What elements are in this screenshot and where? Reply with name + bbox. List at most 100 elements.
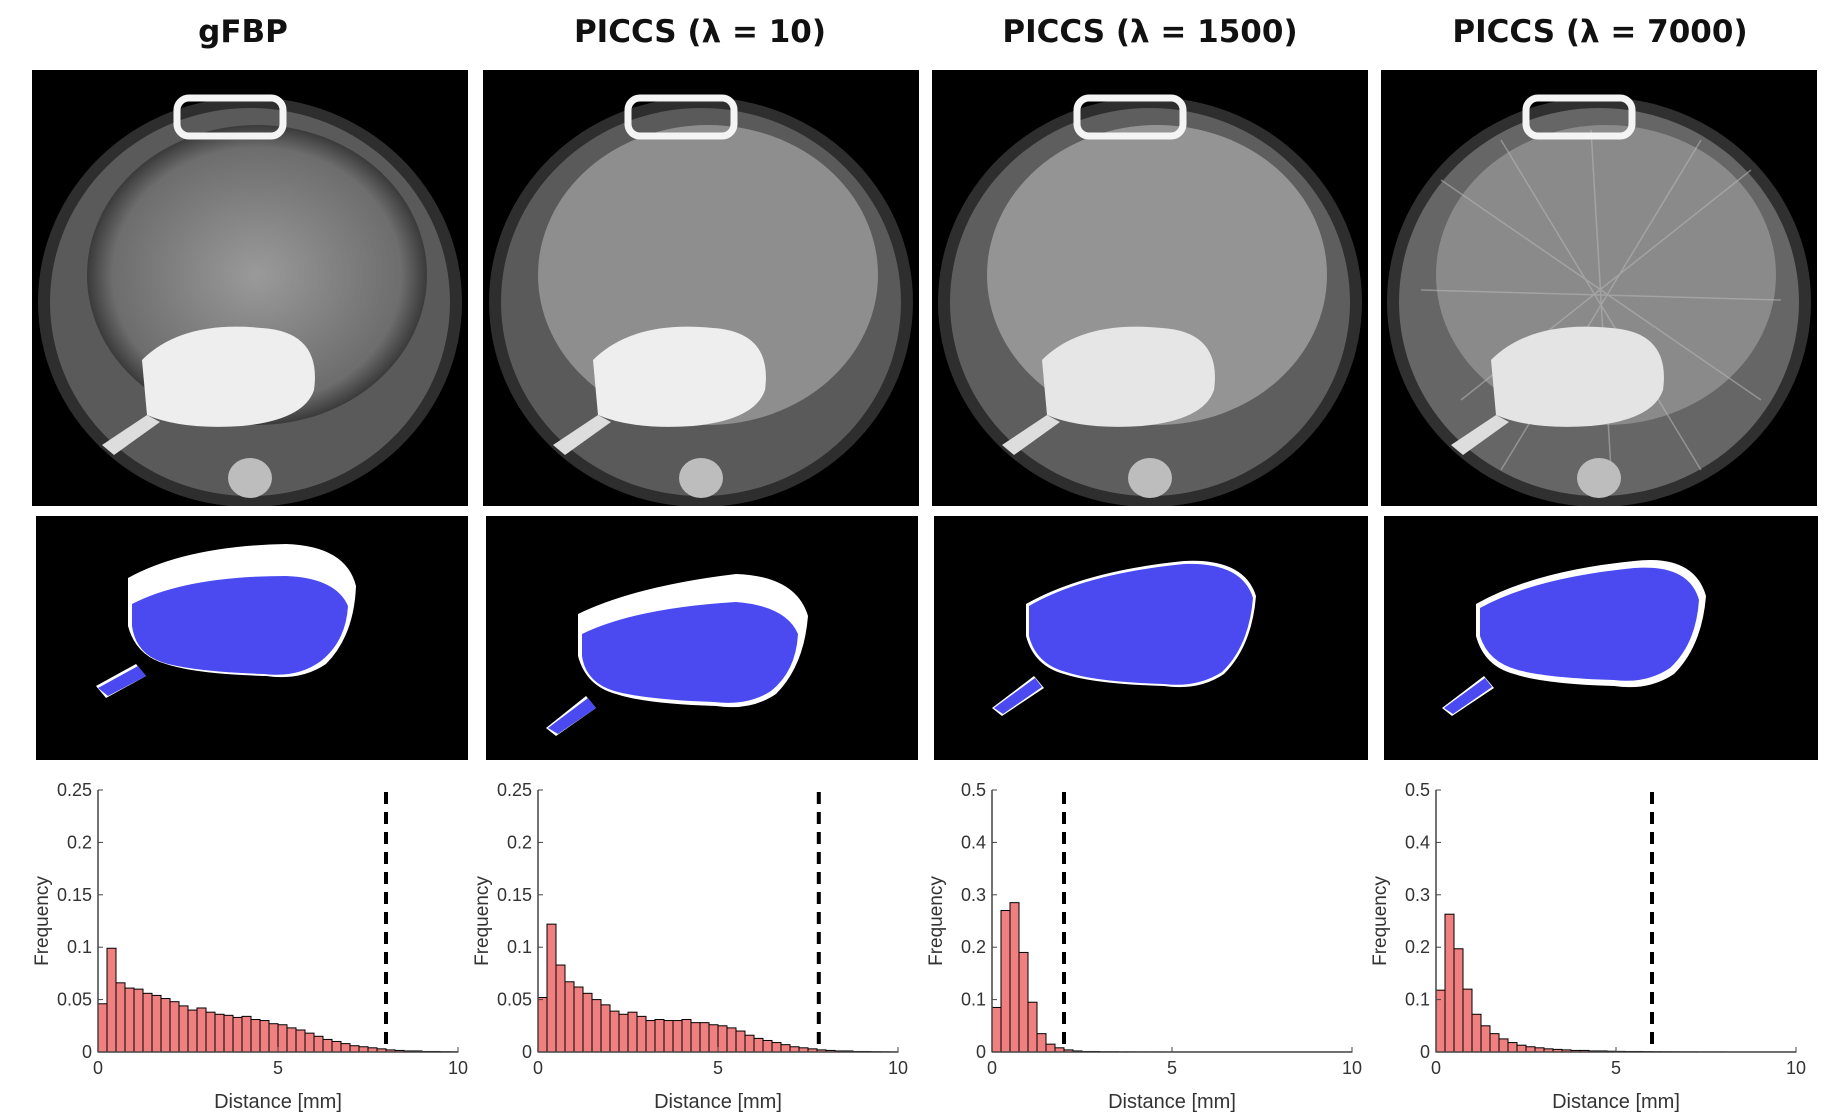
histogram-bar bbox=[664, 1021, 673, 1052]
y-tick-label: 0.4 bbox=[1405, 832, 1430, 852]
histogram-bar bbox=[592, 1000, 601, 1052]
histogram-bar bbox=[992, 1007, 1001, 1052]
histogram-bar bbox=[556, 965, 565, 1052]
histogram-bar bbox=[583, 993, 592, 1052]
histogram-bar bbox=[1472, 1014, 1481, 1052]
y-tick-label: 0.2 bbox=[67, 832, 92, 852]
x-tick-label: 5 bbox=[1167, 1058, 1177, 1078]
histogram-bar bbox=[350, 1046, 359, 1052]
histogram-bar bbox=[1454, 949, 1463, 1052]
histogram-bar bbox=[287, 1028, 296, 1052]
y-tick-label: 0.2 bbox=[961, 937, 986, 957]
histogram-bar bbox=[673, 1021, 682, 1052]
y-tick-label: 0.15 bbox=[497, 885, 532, 905]
x-tick-label: 5 bbox=[273, 1058, 283, 1078]
histogram-bar bbox=[1499, 1039, 1508, 1052]
histogram-bar bbox=[736, 1031, 745, 1052]
histogram-bar bbox=[718, 1026, 727, 1052]
histogram-bar bbox=[233, 1017, 242, 1052]
histogram-bar bbox=[772, 1043, 781, 1052]
histogram-bar bbox=[341, 1044, 350, 1052]
y-tick-label: 0.15 bbox=[57, 885, 92, 905]
y-tick-label: 0.3 bbox=[1405, 885, 1430, 905]
histogram-bar bbox=[1046, 1044, 1055, 1052]
histogram-bar bbox=[206, 1012, 215, 1052]
histogram-bar bbox=[628, 1012, 637, 1052]
histogram-bar bbox=[305, 1033, 314, 1052]
histogram-bar bbox=[538, 998, 547, 1052]
y-tick-label: 0.1 bbox=[507, 937, 532, 957]
histogram-bar bbox=[323, 1039, 332, 1052]
x-axis-label: Distance [mm] bbox=[214, 1091, 342, 1113]
y-axis-label: Frequency bbox=[472, 876, 493, 966]
histogram-bar bbox=[655, 1020, 664, 1052]
y-tick-label: 0 bbox=[82, 1042, 92, 1062]
histogram-bar bbox=[565, 982, 574, 1052]
segmentation-piccs-7000 bbox=[1384, 516, 1818, 760]
panel-title-piccs-1500: PICCS (λ = 1500) bbox=[932, 14, 1368, 58]
histogram-bar bbox=[251, 1020, 260, 1052]
histogram-bar bbox=[242, 1016, 251, 1052]
histogram-bar bbox=[637, 1016, 646, 1052]
x-tick-label: 0 bbox=[1431, 1058, 1441, 1078]
histogram-bar bbox=[296, 1030, 305, 1052]
histogram-bar bbox=[754, 1038, 763, 1052]
ct-image-gfbp bbox=[32, 70, 468, 506]
y-tick-label: 0.05 bbox=[497, 990, 532, 1010]
histogram-bar bbox=[691, 1023, 700, 1052]
histogram-bar bbox=[1028, 1002, 1037, 1052]
y-tick-label: 0.1 bbox=[1405, 990, 1430, 1010]
y-axis-label: Frequency bbox=[926, 876, 947, 966]
histogram-bar bbox=[269, 1024, 278, 1052]
histogram-bar bbox=[134, 989, 143, 1052]
segmentation-gfbp bbox=[36, 516, 468, 760]
y-tick-label: 0.4 bbox=[961, 832, 986, 852]
y-tick-label: 0.25 bbox=[57, 780, 92, 800]
histogram-bar bbox=[98, 1004, 107, 1052]
histogram-bar bbox=[260, 1021, 269, 1052]
x-tick-label: 10 bbox=[1786, 1058, 1806, 1078]
segmentation-piccs-1500-graphic bbox=[934, 516, 1368, 760]
histogram-bar bbox=[547, 924, 556, 1052]
histogram-bar bbox=[359, 1047, 368, 1052]
histogram-bar bbox=[1010, 903, 1019, 1052]
x-tick-label: 0 bbox=[533, 1058, 543, 1078]
histogram-bar bbox=[1481, 1026, 1490, 1052]
ct-image-piccs-10-graphic bbox=[483, 70, 919, 506]
x-tick-label: 10 bbox=[888, 1058, 908, 1078]
ct-image-piccs-7000 bbox=[1381, 70, 1817, 506]
histogram-bar bbox=[161, 999, 170, 1052]
histogram-bar bbox=[700, 1023, 709, 1052]
histogram-bar bbox=[781, 1045, 790, 1052]
histogram-bar bbox=[143, 993, 152, 1052]
histogram-bar bbox=[1037, 1034, 1046, 1052]
histogram-bar bbox=[170, 1002, 179, 1052]
ct-image-piccs-7000-graphic bbox=[1381, 70, 1817, 506]
y-tick-label: 0.05 bbox=[57, 990, 92, 1010]
histogram-bar bbox=[152, 995, 161, 1052]
histogram-bar bbox=[727, 1028, 736, 1052]
segmentation-piccs-10-graphic bbox=[486, 516, 918, 760]
segmentation-piccs-7000-graphic bbox=[1384, 516, 1818, 760]
histogram-bar bbox=[116, 983, 125, 1052]
histogram-bar bbox=[1001, 911, 1010, 1052]
histogram-bar bbox=[601, 1005, 610, 1052]
histogram-bar bbox=[1517, 1045, 1526, 1052]
histogram-bar bbox=[332, 1042, 341, 1052]
histogram-bar bbox=[224, 1015, 233, 1052]
segmentation-piccs-10 bbox=[486, 516, 918, 760]
histogram-bar bbox=[763, 1040, 772, 1052]
histogram-bar bbox=[790, 1047, 799, 1052]
x-axis-label: Distance [mm] bbox=[1108, 1091, 1236, 1113]
y-tick-label: 0 bbox=[976, 1042, 986, 1062]
segmentation-gfbp-graphic bbox=[36, 516, 468, 760]
y-tick-label: 0.3 bbox=[961, 885, 986, 905]
histogram-bar bbox=[619, 1014, 628, 1052]
histogram-bar bbox=[1019, 952, 1028, 1052]
segmentation-piccs-1500 bbox=[934, 516, 1368, 760]
